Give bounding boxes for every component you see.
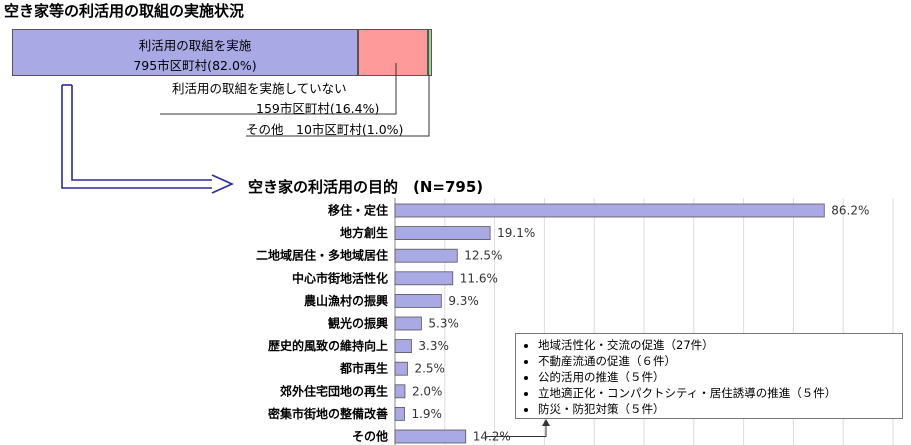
other-breakdown-item-5: 防災・防犯対策（５件） (538, 401, 896, 417)
category-label-7: 歴史的風致の維持向上 (268, 338, 388, 353)
category-label-5: 農山漁村の振興 (304, 293, 388, 308)
other-breakdown-item-1: 地域活性化・交流の促進（27件） (538, 337, 896, 353)
other-breakdown-list: 地域活性化・交流の促進（27件）不動産流通の促進（６件）公的活用の推進（５件）立… (524, 337, 896, 417)
other-breakdown-item-2: 不動産流通の促進（６件） (538, 353, 896, 369)
connector-lines (61, 63, 430, 194)
category-label-1: 移住・定住 (328, 203, 388, 218)
category-label-9: 郊外住宅団地の再生 (280, 383, 388, 398)
category-label-11: その他 (352, 429, 388, 444)
other-breakdown-box: 地域活性化・交流の促進（27件）不動産流通の促進（６件）公的活用の推進（５件）立… (515, 333, 903, 419)
value-label-5: 9.3% (448, 294, 479, 308)
category-label-8: 都市再生 (339, 361, 388, 376)
bar-6 (394, 316, 422, 331)
segment-not-implemented-name: 利活用の取組を実施していない (172, 81, 347, 96)
bar-8 (394, 361, 408, 376)
bar-1 (394, 203, 825, 218)
bar-2 (394, 226, 491, 241)
category-label-3: 二地域居住・多地域居住 (256, 248, 388, 263)
segment-implemented-name: 利活用の取組を実施 (138, 38, 252, 53)
segment-implemented-detail: 795市区町村(82.0%) (133, 58, 257, 73)
segment-implemented (12, 29, 359, 76)
value-label-9: 2.0% (412, 384, 443, 398)
segment-not-implemented-detail: 159市区町村(16.4%) (256, 101, 380, 116)
value-label-3: 12.5% (464, 249, 502, 263)
usage-status-stacked-bar (12, 29, 432, 76)
segment-not-implemented (358, 29, 428, 76)
other-breakdown-item-4: 立地適正化・コンパクトシティ・居住誘導の推進（５件） (538, 385, 896, 401)
bar-10 (394, 406, 405, 421)
category-label-4: 中心市街地活性化 (292, 270, 388, 285)
category-label-10: 密集市街地の整備改善 (268, 406, 388, 421)
value-label-8: 2.5% (414, 362, 445, 376)
category-label-2: 地方創生 (340, 225, 388, 240)
value-label-2: 19.1% (497, 226, 535, 240)
category-label-6: 観光の振興 (328, 316, 388, 331)
chart-bars: 移住・定住 86.2% 地方創生 19.1% 二地域居住・多地域居住 12.5% 中心市街地… (256, 203, 869, 444)
bar-9 (394, 384, 406, 399)
value-label-6: 5.3% (428, 317, 459, 331)
bar-3 (394, 248, 458, 263)
other-breakdown-item-3: 公的活用の推進（５件） (538, 369, 896, 385)
value-label-1: 86.2% (831, 204, 869, 218)
value-label-7: 3.3% (418, 339, 449, 353)
value-label-4: 11.6% (460, 271, 498, 285)
bar-4 (394, 271, 454, 286)
usage-status-title: 空き家等の利活用の取組の実施状況 (4, 2, 245, 20)
bar-7 (394, 339, 412, 354)
value-label-10: 1.9% (411, 407, 442, 421)
bar-11 (394, 429, 467, 444)
purpose-chart-title: 空き家の利活用の目的 (N=795) (248, 178, 484, 196)
segment-other-label: その他 10市区町村(1.0%) (246, 122, 404, 137)
segment-other (427, 29, 432, 76)
segment-implemented-label: 利活用の取組を実施 795市区町村(82.0%) (100, 36, 290, 76)
bar-5 (394, 293, 442, 308)
